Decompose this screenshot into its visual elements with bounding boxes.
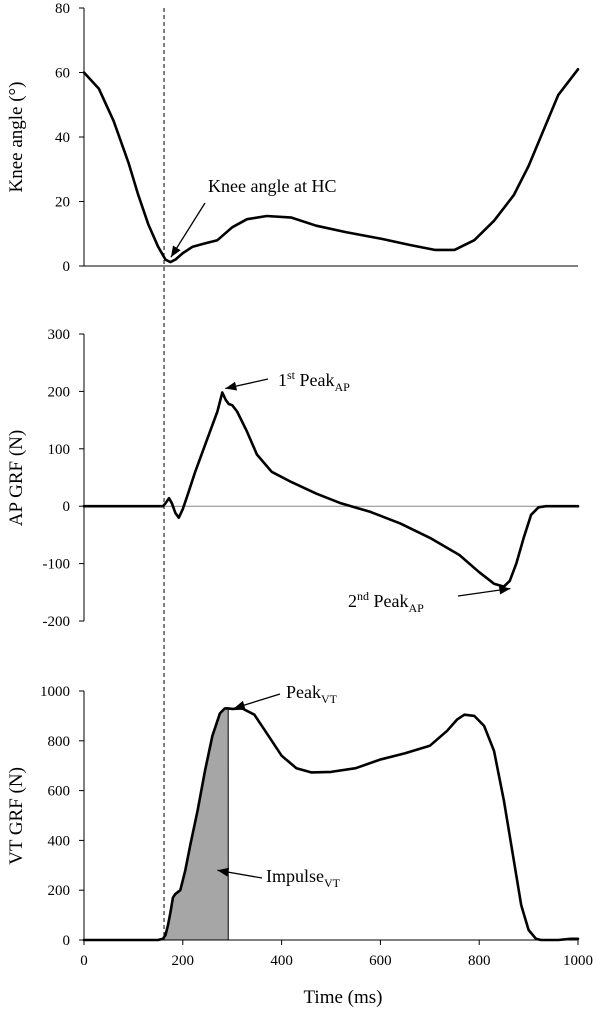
annotation-label: 1st PeakAP (278, 368, 350, 394)
y-tick-label: 40 (55, 130, 70, 146)
annotation-arrow-head (225, 381, 238, 391)
series-line (82, 391, 580, 588)
y-tick-label: 0 (63, 499, 71, 515)
y-tick-label: 600 (48, 784, 71, 800)
annotation-label: PeakVT (286, 682, 338, 706)
series-line (82, 68, 580, 264)
y-axis-label: Knee angle (°) (6, 82, 27, 193)
y-tick-label: 60 (55, 66, 70, 82)
annotation-arrow-head (233, 700, 246, 710)
x-tick-label: 0 (80, 953, 88, 969)
annotation-arrow-head (170, 245, 181, 258)
x-tick-label: 1000 (563, 953, 593, 969)
y-tick-label: 200 (48, 883, 71, 899)
x-tick-label: 600 (369, 953, 392, 969)
y-tick-label: -100 (43, 557, 71, 573)
y-tick-label: 20 (55, 195, 70, 211)
y-axis-label: AP GRF (N) (6, 430, 27, 526)
y-tick-label: 300 (48, 327, 71, 343)
series-line (82, 707, 580, 942)
y-tick-label: 400 (48, 833, 71, 849)
y-tick-label: -200 (43, 614, 71, 630)
panel-3: 0 200 400 600 800 1000 VT GRF (N) 0 200 400 600 800… (6, 682, 593, 1008)
y-tick-label: 100 (48, 442, 71, 458)
y-tick-label: 1000 (40, 684, 70, 700)
annotation-arrow-head (217, 867, 230, 877)
annotation-arrow-head (498, 585, 511, 595)
y-tick-label: 0 (63, 933, 71, 949)
annotation-label: ImpulseVT (266, 866, 341, 890)
annotation-label: 2nd PeakAP (348, 589, 424, 615)
y-tick-label: 200 (48, 384, 71, 400)
x-tick-label: 200 (172, 953, 195, 969)
panel-2: -200 -100 0 100 200 300 AP GRF (N) 1st PeakAP 2n… (6, 327, 580, 630)
y-axis-label: VT GRF (N) (6, 767, 27, 865)
annotation-label: Knee angle at HC (208, 176, 336, 196)
x-tick-label: 400 (270, 953, 293, 969)
panel-1: 0 20 40 60 80 Knee angle (°) Knee angle at HC (6, 1, 580, 275)
y-tick-label: 800 (48, 734, 71, 750)
y-tick-label: 0 (63, 259, 71, 275)
x-tick-label: 800 (468, 953, 491, 969)
y-tick-label: 80 (55, 1, 70, 17)
x-axis-label: Time (ms) (303, 987, 382, 1008)
